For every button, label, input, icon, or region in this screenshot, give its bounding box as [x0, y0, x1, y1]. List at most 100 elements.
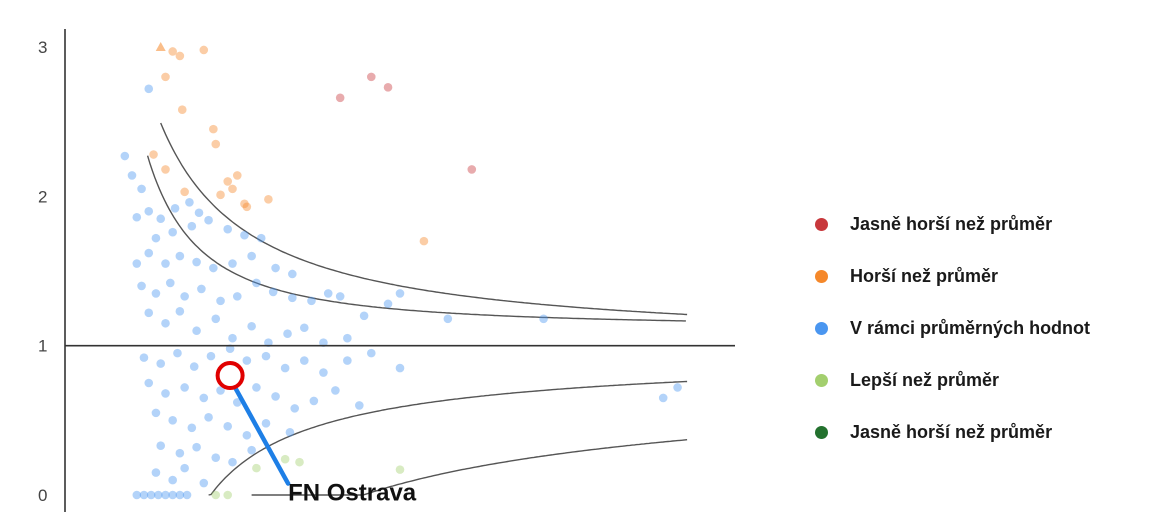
y-tick-label: 3: [38, 38, 47, 57]
data-point: [467, 165, 477, 174]
data-point: [185, 198, 194, 207]
data-point: [383, 83, 393, 92]
data-point: [232, 398, 242, 407]
data-point: [173, 348, 182, 358]
data-point: [139, 490, 149, 500]
data-point: [192, 442, 201, 452]
data-point: [343, 333, 352, 343]
legend-label: Lepší než průměr: [850, 369, 1000, 390]
data-point: [161, 389, 170, 398]
data-point: [228, 333, 237, 343]
legend-item: Lepší než průměr: [815, 354, 1151, 406]
data-point: [151, 468, 161, 477]
data-point: [285, 427, 295, 437]
legend-item: Jasně horší než průměr: [815, 198, 1151, 250]
data-point: [673, 383, 682, 392]
data-point: [359, 311, 369, 321]
data-point: [280, 454, 290, 464]
data-point: [151, 408, 161, 418]
legend-marker-icon: [815, 321, 828, 335]
data-point: [180, 292, 189, 301]
data-point: [228, 457, 237, 467]
legend-label: Jasně horší než průměr: [850, 213, 1053, 234]
data-point: [144, 378, 154, 388]
legend-item: V rámci průměrných hodnot: [815, 302, 1151, 354]
data-point: [175, 51, 185, 61]
data-point: [268, 287, 278, 297]
data-point: [247, 321, 256, 331]
data-point: [180, 463, 189, 473]
data-point: [299, 323, 309, 333]
data-point: [216, 296, 225, 306]
data-point: [175, 448, 185, 458]
data-point: [211, 453, 221, 462]
data-point: [228, 184, 237, 194]
data-point: [331, 386, 340, 395]
data-point: [189, 362, 199, 371]
data-point: [132, 490, 142, 500]
data-point: [192, 326, 201, 336]
data-point: [271, 392, 280, 401]
data-point: [395, 465, 405, 474]
data-point: [144, 206, 154, 216]
data-point: [309, 396, 319, 406]
data-point: [170, 203, 180, 213]
data-point: [177, 105, 187, 115]
data-point: [395, 289, 405, 298]
data-point: [242, 356, 252, 365]
lower-inner-limit: [208, 380, 688, 496]
data-point: [211, 314, 221, 324]
legend-marker-icon: [815, 269, 828, 283]
data-point: [132, 212, 142, 222]
data-point: [161, 490, 170, 500]
legend-item: Horší než průměr: [815, 250, 1151, 302]
legend-marker-icon: [815, 425, 828, 439]
data-point: [149, 150, 158, 159]
data-point: [288, 269, 297, 279]
data-point: [187, 423, 197, 433]
data-point: [223, 224, 233, 234]
data-point: [182, 490, 192, 500]
upper-inner-limit: [146, 155, 686, 322]
legend-item: Jasně horší než průměr: [815, 406, 1151, 458]
y-tick-label: 2: [38, 187, 47, 206]
data-point: [225, 344, 235, 353]
data-point: [165, 278, 175, 288]
annotation: FN Ostrava: [215, 361, 417, 507]
data-point: [223, 177, 233, 186]
data-point: [175, 307, 185, 316]
data-point: [180, 383, 189, 392]
data-point: [242, 202, 252, 212]
data-point: [323, 289, 333, 298]
legend-label: Jasně horší než průměr: [850, 421, 1053, 442]
data-point: [307, 296, 316, 306]
data-point: [366, 348, 376, 358]
data-point: [419, 236, 429, 246]
data-point: [264, 338, 273, 347]
data-point: [206, 351, 216, 361]
data-point: [261, 419, 271, 428]
data-point: [252, 463, 261, 473]
data-point: [192, 257, 201, 267]
data-point: [539, 314, 548, 324]
data-point: [271, 263, 280, 273]
data-point: [211, 139, 221, 149]
data-point: [139, 353, 149, 362]
data-point: [161, 318, 170, 328]
data-point: [366, 72, 376, 82]
data-point: [319, 338, 328, 347]
data-point: [197, 284, 206, 294]
data-point: [290, 404, 300, 413]
data-point: [240, 199, 249, 209]
data-point: [144, 248, 154, 258]
data-point: [187, 221, 197, 231]
legend-label: Horší než průměr: [850, 265, 999, 286]
data-point: [211, 490, 221, 500]
data-point: [209, 124, 218, 134]
data-point: [223, 490, 233, 500]
data-point: [199, 478, 209, 488]
data-point: [395, 363, 405, 373]
data-point: [144, 308, 154, 318]
data-point: [223, 422, 233, 431]
control-limit-curves: [146, 122, 688, 496]
